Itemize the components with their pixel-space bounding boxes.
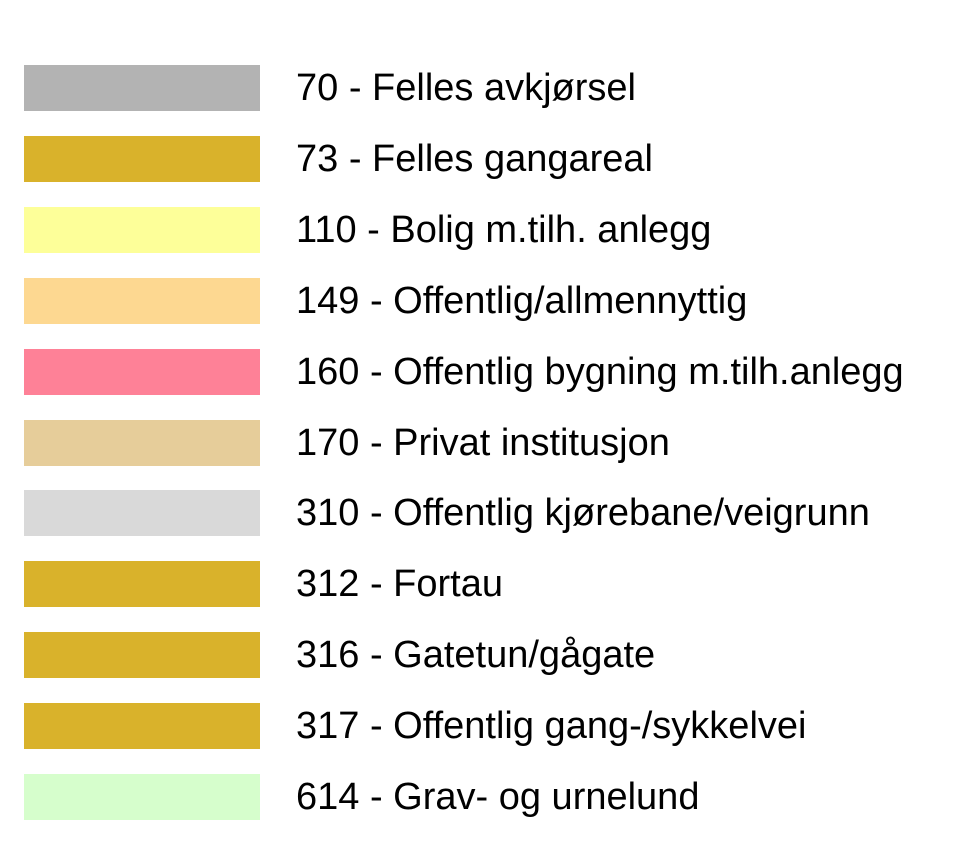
- legend-label: 316 - Gatetun/gågate: [296, 634, 656, 676]
- legend-item: 310 - Offentlig kjørebane/veigrunn: [0, 490, 975, 538]
- legend-label: 160 - Offentlig bygning m.tilh.anlegg: [296, 351, 904, 393]
- legend-label: 149 - Offentlig/allmennyttig: [296, 280, 748, 322]
- legend-swatch: [24, 561, 260, 607]
- legend-label: 170 - Privat institusjon: [296, 422, 670, 464]
- legend-swatch: [24, 774, 260, 820]
- legend-swatch: [24, 65, 260, 111]
- legend-swatch: [24, 207, 260, 253]
- legend-item: 316 - Gatetun/gågate: [0, 632, 975, 680]
- legend-item: 73 - Felles gangareal: [0, 136, 975, 184]
- legend-label: 614 - Grav- og urnelund: [296, 776, 700, 818]
- legend-label: 73 - Felles gangareal: [296, 138, 653, 180]
- legend-item: 149 - Offentlig/allmennyttig: [0, 278, 975, 326]
- legend-item: 170 - Privat institusjon: [0, 420, 975, 468]
- legend-label: 110 - Bolig m.tilh. anlegg: [296, 209, 712, 251]
- legend-swatch: [24, 703, 260, 749]
- legend-item: 317 - Offentlig gang-/sykkelvei: [0, 703, 975, 751]
- legend-swatch: [24, 349, 260, 395]
- legend-label: 310 - Offentlig kjørebane/veigrunn: [296, 492, 870, 534]
- legend-swatch: [24, 632, 260, 678]
- legend-label: 312 - Fortau: [296, 563, 503, 605]
- legend-swatch: [24, 136, 260, 182]
- legend-item: 110 - Bolig m.tilh. anlegg: [0, 207, 975, 255]
- legend-label: 70 - Felles avkjørsel: [296, 67, 636, 109]
- legend-item: 614 - Grav- og urnelund: [0, 774, 975, 822]
- legend-label: 317 - Offentlig gang-/sykkelvei: [296, 705, 807, 747]
- legend-item: 70 - Felles avkjørsel: [0, 65, 975, 113]
- legend-item: 312 - Fortau: [0, 561, 975, 609]
- legend-swatch: [24, 420, 260, 466]
- legend-item: 160 - Offentlig bygning m.tilh.anlegg: [0, 349, 975, 397]
- legend-swatch: [24, 490, 260, 536]
- legend-swatch: [24, 278, 260, 324]
